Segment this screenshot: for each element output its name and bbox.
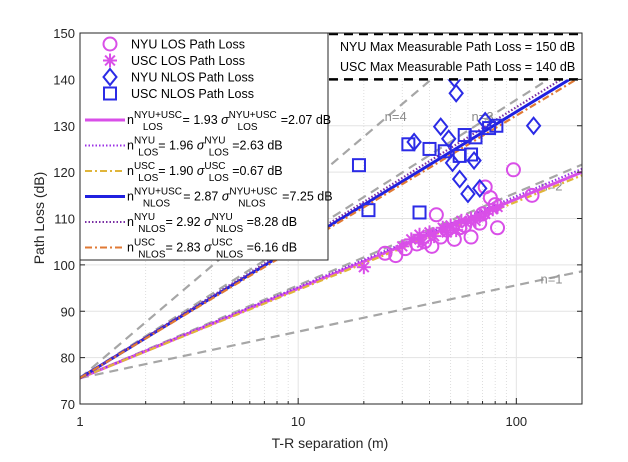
y-tick-label: 150 <box>53 26 75 41</box>
legend-fit-label: nNYU+USC NLOS= 2.87 σNYU+USC NLOS =7.25 dB <box>127 187 333 210</box>
asterisk-stroke <box>491 201 504 213</box>
asterisk-stroke <box>416 237 428 249</box>
x-tick-label: 10 <box>291 414 305 429</box>
x-axis-label: T-R separation (m) <box>272 435 389 451</box>
legend-fit-label: nNYU LOS= 1.96 σNYU LOS =2.63 dB <box>127 136 283 159</box>
reference-label: n=1 <box>540 271 562 286</box>
data-point-diamond <box>444 153 461 173</box>
data-point-square <box>103 86 117 101</box>
data-point-diamond <box>102 67 118 87</box>
data-point-diamond <box>432 117 449 137</box>
data-point-asterisk <box>404 232 419 247</box>
data-point-diamond <box>448 83 464 103</box>
data-point-circle <box>505 162 521 178</box>
max-path-loss-box: NYU Max Measurable Path Loss = 150 dB USC… <box>329 32 582 81</box>
data-point-diamond <box>471 178 488 198</box>
data-point-circle <box>377 245 393 261</box>
data-point-square <box>464 147 479 162</box>
data-point-square <box>401 137 416 152</box>
data-point-asterisk <box>395 239 410 254</box>
usc-max-label: USC Max Measurable Path Loss = 140 dB <box>340 60 575 74</box>
y-tick-label: 70 <box>61 397 75 412</box>
data-point-diamond <box>525 116 542 136</box>
data-point-square <box>361 203 376 218</box>
data-point-circle <box>388 248 404 264</box>
data-point-square <box>422 141 437 156</box>
y-tick-label: 80 <box>61 351 75 366</box>
asterisk-stroke <box>104 54 116 67</box>
legend-fit-label: nUSC NLOS= 2.83 σUSC NLOS =6.16 dB <box>127 238 297 261</box>
asterisk-stroke <box>396 240 408 252</box>
y-tick-label: 100 <box>53 258 75 273</box>
legend-label: USC NLOS Path Loss <box>131 87 254 101</box>
data-point-circle <box>463 229 479 245</box>
data-point-square <box>412 205 427 220</box>
data-point-square <box>482 121 497 136</box>
data-point-diamond <box>477 111 493 131</box>
asterisk-stroke <box>445 219 457 232</box>
y-tick-label: 120 <box>53 165 75 180</box>
asterisk-stroke <box>405 233 417 245</box>
data-point-diamond <box>451 169 468 189</box>
data-point-circle <box>102 36 118 52</box>
data-point-circle <box>428 207 444 223</box>
data-point-asterisk <box>427 229 442 244</box>
x-tick-label: 100 <box>505 414 527 429</box>
data-point-square <box>489 118 504 133</box>
reference-label: n=4 <box>385 109 407 124</box>
data-point-square <box>351 158 366 173</box>
y-tick-label: 130 <box>53 119 75 134</box>
legend-fit-label: nUSC LOS= 1.90 σUSC LOS =0.67 dB <box>127 161 283 184</box>
data-point-asterisk <box>415 235 430 250</box>
data-point-circle <box>490 220 506 236</box>
reference-line-n-1 <box>80 270 582 380</box>
data-point-diamond <box>460 184 476 204</box>
data-point-square <box>457 128 472 143</box>
data-point-square <box>437 144 452 159</box>
legend-label: USC LOS Path Loss <box>131 54 245 68</box>
data-point-asterisk <box>449 223 464 238</box>
data-point-asterisk <box>478 206 493 221</box>
data-point-diamond <box>466 150 482 171</box>
data-point-square <box>468 130 483 145</box>
asterisk-stroke <box>450 224 462 236</box>
y-tick-label: 110 <box>54 212 75 227</box>
reference-line-n-3 <box>80 56 582 379</box>
data-point-circle <box>524 187 540 203</box>
fit-line <box>80 65 582 379</box>
legend-label: NYU LOS Path Loss <box>131 38 245 52</box>
asterisk-stroke <box>479 208 491 220</box>
asterisk-stroke <box>358 261 370 273</box>
legend: NYU LOS Path Loss USC LOS Path Loss NYU NL… <box>79 32 333 261</box>
reference-line-n-4 <box>80 33 488 379</box>
y-tick-label: 140 <box>53 72 75 87</box>
legend-fit-label: nNYU+USC LOS= 1.93 σNYU+USC LOS =2.07 dB <box>127 110 331 133</box>
data-point-asterisk <box>356 260 371 275</box>
legend-fit-label: nNYU NLOS= 2.92 σNYU NLOS =8.28 dB <box>127 212 297 235</box>
y-tick-label: 90 <box>61 304 75 319</box>
data-point-asterisk <box>490 199 505 214</box>
data-point-diamond <box>440 129 457 149</box>
data-point-asterisk <box>103 53 117 68</box>
x-tick-label: 1 <box>76 414 83 429</box>
legend-label: NYU NLOS Path Loss <box>131 71 254 85</box>
max-path-loss-box-bg <box>329 33 582 80</box>
asterisk-stroke <box>428 230 440 242</box>
nyu-max-label: NYU Max Measurable Path Loss = 150 dB <box>340 40 575 54</box>
y-axis-label: Path Loss (dB) <box>31 172 47 265</box>
